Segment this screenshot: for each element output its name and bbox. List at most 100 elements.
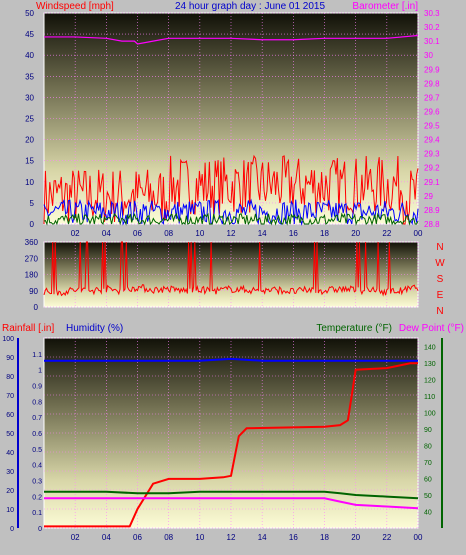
wind-series-line — [43, 154, 419, 225]
x-tick-label: 10 — [195, 229, 204, 238]
barometer-y-tick-label: 28.9 — [424, 206, 440, 215]
page-title: 24 hour graph day : June 01 2015 — [175, 1, 326, 12]
rainfall-y-tick-label: 0.3 — [32, 479, 42, 486]
humidity-y-tick-label: 10 — [6, 507, 14, 514]
direction-label: S — [437, 274, 444, 285]
temperature-y-tick-label: 110 — [424, 394, 435, 401]
rainfall-y-tick-label: 0.1 — [32, 510, 42, 517]
wind-y-tick-label: 20 — [25, 136, 34, 145]
direction-label: N — [436, 242, 443, 253]
x-tick-label: 04 — [102, 229, 111, 238]
temperature-y-tick-label: 90 — [424, 427, 432, 434]
climate-panel-series — [44, 357, 419, 528]
humidity-y-tick-label: 60 — [6, 412, 14, 419]
x-tick-label: 12 — [227, 229, 236, 238]
wind-y-tick-label: 50 — [25, 9, 34, 18]
humidity-y-tick-label: 100 — [2, 336, 14, 343]
direction-y-tick-label: 90 — [29, 287, 38, 296]
barometer-y-tick-label: 29.7 — [424, 93, 440, 102]
x-tick-label: 00 — [414, 533, 423, 542]
x-tick-label: 16 — [289, 229, 298, 238]
humidity-y-tick-label: 40 — [6, 450, 14, 457]
wind-panel-series — [43, 34, 419, 226]
temperature-axis-label: Temperature (°F) — [316, 323, 392, 334]
rainfall-y-tick-label: 0 — [38, 526, 42, 533]
rainfall-y-tick-label: 0.6 — [32, 431, 42, 438]
x-tick-label: 18 — [320, 533, 329, 542]
wind-series-line — [43, 212, 419, 226]
barometer-y-tick-label: 29.6 — [424, 107, 440, 116]
barometer-y-tick-label: 29.2 — [424, 164, 440, 173]
wind-y-tick-label: 25 — [25, 115, 34, 124]
barometer-y-tick-label: 30 — [424, 51, 433, 60]
barometer-y-tick-label: 29.4 — [424, 136, 440, 145]
rainfall-y-tick-label: 0.8 — [32, 399, 42, 406]
x-tick-label: 04 — [102, 533, 111, 542]
x-tick-label: 18 — [320, 229, 329, 238]
x-tick-label: 20 — [351, 229, 360, 238]
direction-y-tick-label: 270 — [25, 254, 39, 263]
rainfall-axis-label: Rainfall [.in] — [2, 323, 54, 334]
direction-label: E — [437, 290, 444, 301]
rainfall-y-tick-label: 0.5 — [32, 447, 42, 454]
wind-y-tick-label: 45 — [25, 30, 34, 39]
x-tick-label: 14 — [258, 533, 267, 542]
direction-label: W — [435, 258, 445, 269]
x-tick-label: 02 — [71, 229, 80, 238]
humidity-line — [44, 357, 418, 362]
temperature-y-tick-label: 40 — [424, 509, 432, 516]
x-tick-label: 06 — [133, 229, 142, 238]
x-tick-label: 14 — [258, 229, 267, 238]
x-tick-label: 12 — [227, 533, 236, 542]
climate-panel-ticks: 0 0.1 0.2 0.3 0.4 0.5 0.6 0.7 0.8 0.9 1 1.1 0 10 20 30 4… — [2, 336, 435, 542]
direction-panel-grid — [44, 241, 419, 308]
x-tick-label: 08 — [164, 229, 173, 238]
dewpoint-axis-label: Dew Point (°F) — [399, 323, 464, 334]
barometer-y-tick-label: 29.1 — [424, 178, 440, 187]
rainfall-y-tick-label: 0.4 — [32, 463, 42, 470]
x-tick-label: 08 — [164, 533, 173, 542]
direction-y-tick-label: 180 — [25, 271, 39, 280]
humidity-axis-label: Humidity (%) — [66, 323, 123, 334]
temperature-line — [44, 490, 419, 500]
wind-y-tick-label: 10 — [25, 178, 34, 187]
humidity-y-tick-label: 70 — [6, 393, 14, 400]
barometer-y-tick-label: 30.3 — [424, 9, 440, 18]
x-tick-label: 10 — [195, 533, 204, 542]
humidity-y-tick-label: 20 — [6, 488, 14, 495]
wind-axis-label: Windspeed [mph] — [36, 1, 114, 12]
rainfall-y-tick-label: 0.2 — [32, 494, 42, 501]
wind-y-tick-label: 30 — [25, 93, 34, 102]
barometer-y-tick-label: 29.5 — [424, 122, 440, 131]
barometer-y-tick-label: 30.1 — [424, 37, 440, 46]
x-tick-label: 00 — [414, 229, 423, 238]
barometer-line — [44, 34, 419, 45]
rainfall-y-tick-label: 0.9 — [32, 384, 42, 391]
humidity-y-tick-label: 50 — [6, 431, 14, 438]
dewpoint-line — [44, 497, 419, 510]
rainfall-y-tick-label: 1 — [38, 368, 42, 375]
wind-y-tick-label: 0 — [30, 220, 35, 229]
barometer-y-tick-label: 30.2 — [424, 23, 440, 32]
barometer-axis-label: Barometer [.in] — [352, 1, 418, 12]
wind-direction-line — [43, 241, 419, 297]
x-tick-label: 06 — [133, 533, 142, 542]
humidity-y-tick-label: 90 — [6, 355, 14, 362]
temperature-y-tick-label: 80 — [424, 443, 432, 450]
temperature-y-tick-label: 50 — [424, 493, 432, 500]
x-tick-label: 22 — [382, 533, 391, 542]
wind-panel-grid — [44, 12, 419, 225]
barometer-y-tick-label: 28.8 — [424, 220, 440, 229]
direction-y-tick-label: 0 — [34, 303, 39, 312]
wind-y-tick-label: 5 — [30, 199, 35, 208]
x-tick-label: 22 — [382, 229, 391, 238]
direction-label: N — [436, 306, 443, 317]
temperature-y-tick-label: 140 — [424, 344, 436, 351]
temperature-y-tick-label: 100 — [424, 410, 436, 417]
rainfall-line — [44, 362, 418, 528]
barometer-y-tick-label: 29 — [424, 192, 433, 201]
barometer-y-tick-label: 29.9 — [424, 65, 440, 74]
rainfall-y-tick-label: 1.1 — [32, 352, 42, 359]
